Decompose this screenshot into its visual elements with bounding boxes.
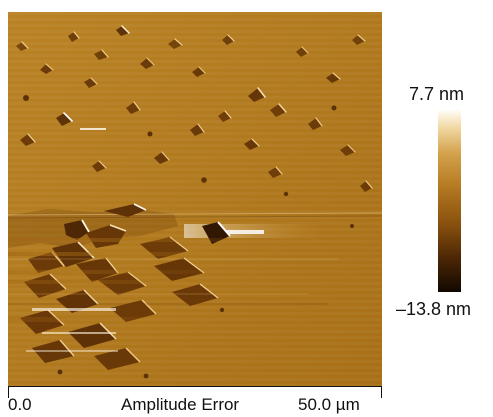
scale-end-label: 50.0 µm — [298, 395, 360, 414]
colorbar-max-label: 7.7 nm — [409, 84, 465, 104]
afm-top-roughness — [16, 25, 373, 192]
scale-start-tick — [8, 386, 9, 398]
scale-axis — [8, 386, 382, 398]
scale-start-label: 0.0 — [8, 395, 32, 414]
colorbar — [438, 110, 461, 292]
channel-label: Amplitude Error — [121, 395, 240, 414]
afm-bright-streaks — [8, 128, 338, 352]
colorbar-min-label: –13.8 nm — [396, 299, 472, 319]
afm-main-rubble — [8, 203, 382, 370]
scale-axis-line — [8, 386, 382, 387]
scale-end-tick — [381, 386, 382, 398]
afm-small-pits — [23, 95, 354, 379]
afm-scan-stripes — [8, 12, 382, 386]
afm-amplitude-image — [8, 12, 382, 386]
afm-image-canvas — [8, 12, 382, 386]
